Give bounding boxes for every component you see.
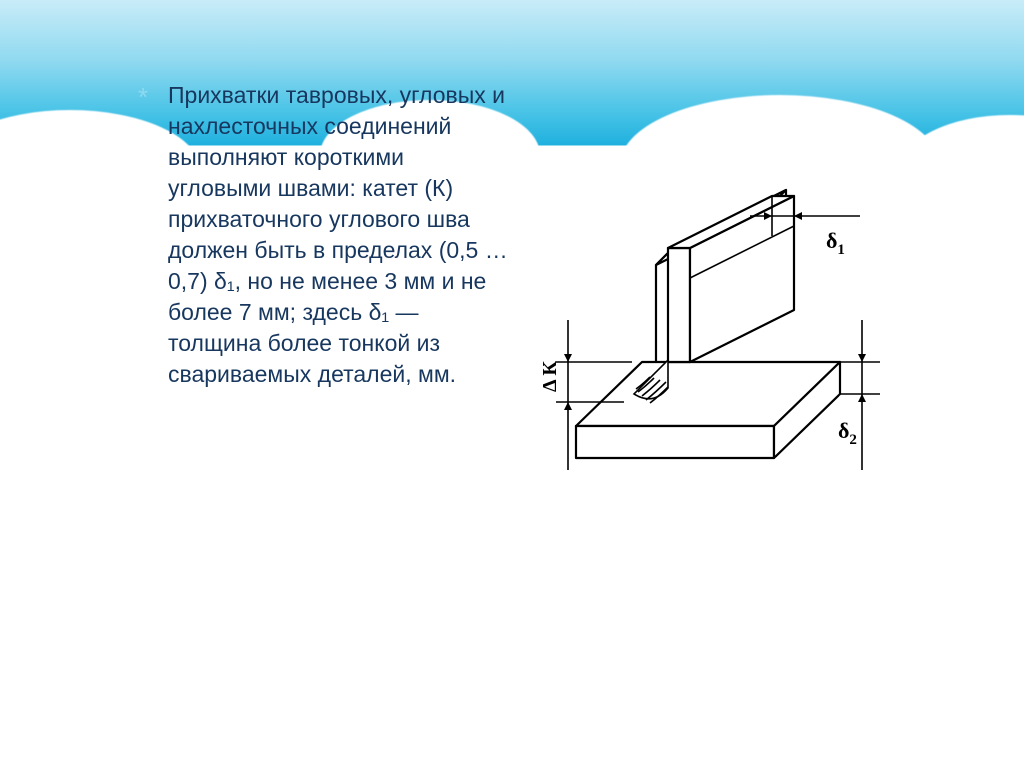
bullet-text: Прихватки тавровых, угловых и нахлесточн…: [168, 80, 508, 390]
slide-background: * Прихватки тавровых, угловых и нахлесто…: [0, 0, 1024, 767]
figure: δ1 Δ К: [538, 80, 898, 510]
label-k: Δ К: [539, 361, 561, 392]
label-delta1: δ1: [826, 228, 845, 258]
bullet-item: * Прихватки тавровых, угловых и нахлесто…: [138, 80, 508, 390]
label-delta2: δ2: [838, 418, 857, 448]
bullet-glyph: *: [138, 82, 168, 113]
slide-content: * Прихватки тавровых, угловых и нахлесто…: [138, 80, 898, 510]
tee-joint-diagram: δ1 Δ К: [538, 170, 898, 510]
svg-text:Δ К: Δ К: [539, 361, 561, 392]
body-text: * Прихватки тавровых, угловых и нахлесто…: [138, 80, 508, 390]
